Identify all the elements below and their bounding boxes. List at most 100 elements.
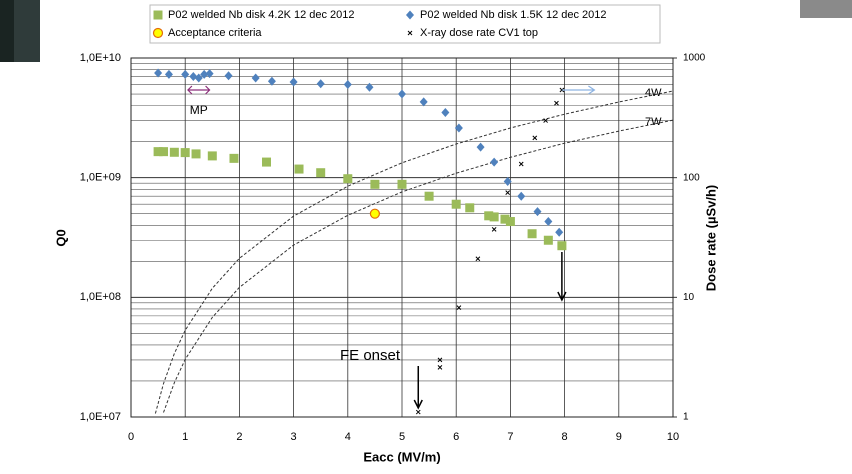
diamond-marker <box>189 72 198 82</box>
square-marker <box>500 214 510 224</box>
square-marker <box>207 151 217 161</box>
diamond-marker <box>555 227 564 237</box>
y-tick-label: 1,0E+10 <box>80 52 121 64</box>
mp-arrow <box>187 85 211 95</box>
x-marker <box>518 161 524 167</box>
diamond-marker <box>503 176 512 186</box>
x-tick-label: 3 <box>291 431 297 443</box>
square-marker <box>484 211 494 221</box>
legend-label: P02 welded Nb disk 1.5K 12 dec 2012 <box>420 9 607 21</box>
diamond-marker <box>316 79 325 89</box>
diamond-marker <box>365 82 374 92</box>
x-tick-label: 1 <box>182 431 188 443</box>
square-marker <box>159 147 169 157</box>
diamond-marker <box>544 217 553 227</box>
square-marker <box>191 149 201 159</box>
x-marker <box>475 256 481 262</box>
x-marker <box>505 190 511 195</box>
diamond-marker <box>267 76 276 86</box>
limit-arrow <box>557 252 567 302</box>
y2-tick-label: 10 <box>683 292 695 303</box>
square-marker <box>153 147 163 157</box>
square-marker <box>527 229 537 239</box>
square-marker <box>294 164 304 174</box>
square-marker <box>465 203 475 213</box>
legend-swatch <box>152 27 164 39</box>
diamond-marker <box>517 191 526 201</box>
x-tick-label: 6 <box>453 431 459 443</box>
fe-arrow <box>413 366 423 410</box>
square-marker <box>543 235 553 245</box>
diamond-marker <box>398 89 406 99</box>
square-marker <box>451 199 461 209</box>
x-tick-label: 5 <box>399 431 405 443</box>
plot-frame <box>130 57 674 418</box>
square-marker <box>343 174 353 184</box>
circle-marker <box>369 208 380 219</box>
y2-tick-label: 1000 <box>683 53 706 64</box>
diamond-marker <box>289 77 298 87</box>
square-marker <box>180 148 190 158</box>
square-marker <box>489 212 499 222</box>
y-tick-label: 1,0E+08 <box>80 291 121 303</box>
square-marker <box>557 241 567 251</box>
diamond-marker <box>205 69 214 79</box>
legend-label: Acceptance criteria <box>168 27 262 39</box>
x-marker <box>437 364 443 370</box>
x-tick-label: 2 <box>236 431 242 443</box>
y2-tick-label: 1 <box>683 412 689 423</box>
diamond-marker <box>419 97 428 107</box>
diamond-marker <box>476 142 485 152</box>
x-tick-label: 0 <box>128 431 134 443</box>
square-marker <box>397 179 407 189</box>
square-marker <box>424 191 434 201</box>
square-marker <box>505 217 515 227</box>
x-marker <box>415 409 421 415</box>
x-tick-label: 8 <box>562 431 568 443</box>
diamond-marker <box>454 123 463 133</box>
x-tick-label: 7 <box>507 431 513 443</box>
diamond-marker <box>194 73 203 83</box>
axis-arrow <box>561 85 596 95</box>
y-tick-label: 1,0E+07 <box>80 411 121 423</box>
diamond-marker <box>251 73 260 83</box>
legend-swatch <box>406 10 414 20</box>
diamond-marker <box>490 157 499 167</box>
x-axis-title: Eacc (MV/m) <box>363 449 440 464</box>
x-tick-label: 10 <box>667 431 679 443</box>
y-axis-title: Q0 <box>53 229 68 246</box>
x-marker <box>543 118 548 123</box>
corner-decoration <box>800 0 852 18</box>
square-marker <box>370 179 380 189</box>
diamond-marker <box>200 69 209 79</box>
y2-axis-title: Dose rate (µSv/h) <box>703 185 718 291</box>
annotation: FE onset <box>340 347 401 364</box>
legend-swatch <box>407 30 413 36</box>
legend-swatch <box>153 10 163 20</box>
square-marker <box>229 153 239 163</box>
square-marker <box>262 157 271 167</box>
diamond-marker <box>441 108 450 118</box>
x-tick-label: 9 <box>616 431 622 443</box>
annotation: MP <box>190 103 208 117</box>
diamond-marker <box>224 71 233 81</box>
x-marker <box>491 226 497 232</box>
power-curve <box>163 119 674 413</box>
square-marker <box>316 168 326 178</box>
legend-label: X-ray dose rate CV1 top <box>420 27 538 39</box>
x-tick-label: 4 <box>345 431 351 443</box>
diamond-marker <box>181 69 190 79</box>
curve-label: 7W <box>645 116 662 128</box>
diamond-marker <box>164 69 173 79</box>
diamond-marker <box>343 80 352 90</box>
legend-label: P02 welded Nb disk 4.2K 12 dec 2012 <box>168 9 355 21</box>
x-marker <box>437 357 443 363</box>
legend-box <box>149 4 661 44</box>
corner-decoration <box>0 0 14 62</box>
power-curve <box>154 90 674 414</box>
y-tick-label: 1,0E+09 <box>80 172 121 184</box>
diamond-marker <box>154 68 163 78</box>
curve-label: 4W <box>645 87 662 99</box>
